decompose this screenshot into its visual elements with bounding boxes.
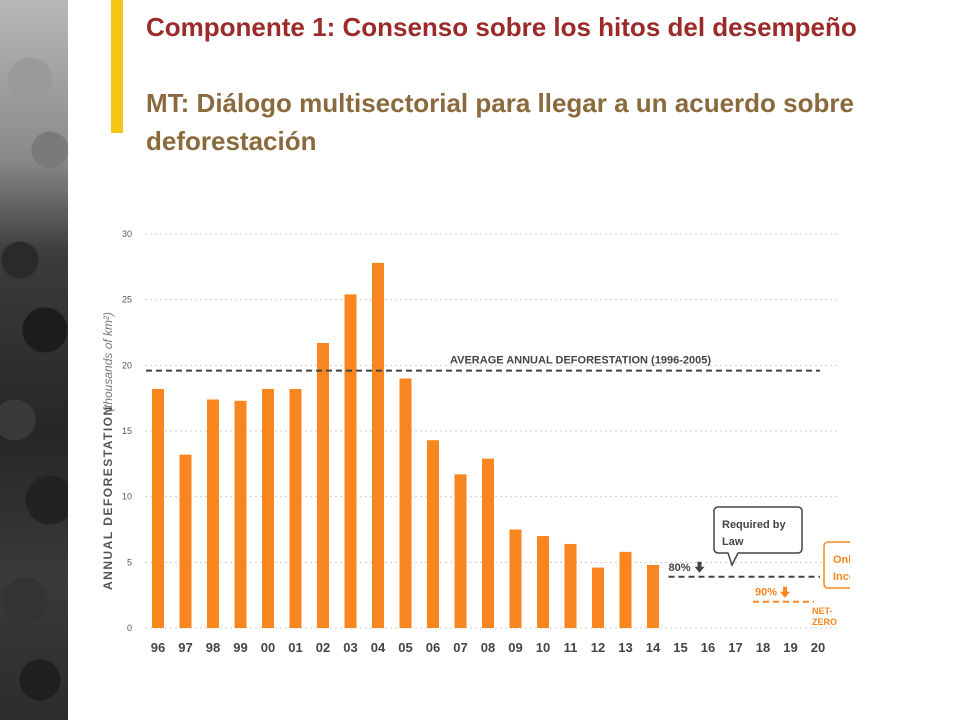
y-tick-label: 0 <box>127 623 132 633</box>
bar-03 <box>344 294 357 628</box>
bar-13 <box>619 551 632 628</box>
y-tick-label: 25 <box>122 295 132 305</box>
x-tick-19: 19 <box>783 640 797 655</box>
bar-02 <box>317 343 329 628</box>
x-tick-96: 96 <box>151 640 165 655</box>
x-tick-17: 17 <box>728 640 742 655</box>
down-arrow-icon <box>780 586 790 598</box>
x-tick-02: 02 <box>316 640 330 655</box>
x-tick-99: 99 <box>233 640 247 655</box>
callout-required-by-law <box>713 506 803 567</box>
x-tick-labels: 96 97 98 99 00 01 02 03 04 05 06 07 08 09 10 11 12 13 14 15… <box>151 640 825 655</box>
x-tick-04: 04 <box>371 640 386 655</box>
net-zero-label: ZERO <box>812 617 837 627</box>
y-axis-unit: (thousands of km²) <box>101 312 115 412</box>
bar-01 <box>289 388 302 628</box>
y-tick-label: 15 <box>122 426 132 436</box>
chart-bars <box>152 262 659 628</box>
x-tick-18: 18 <box>756 640 770 655</box>
bar-98 <box>207 399 219 628</box>
slide-subtitle: MT: Diálogo multisectorial para llegar a… <box>146 88 854 156</box>
bar-00 <box>262 388 274 628</box>
x-tick-98: 98 <box>206 640 220 655</box>
bar-05 <box>399 378 412 628</box>
callout-text: Incentives <box>833 571 850 583</box>
x-tick-15: 15 <box>673 640 687 655</box>
x-tick-01: 01 <box>288 640 302 655</box>
accent-bar <box>111 0 123 133</box>
x-tick-12: 12 <box>591 640 605 655</box>
callout-text: Only with <box>833 554 850 566</box>
slide-title: Componente 1: Consenso sobre los hitos d… <box>146 12 857 42</box>
x-tick-07: 07 <box>453 640 467 655</box>
bar-09 <box>509 529 522 628</box>
y-tick-label: 10 <box>122 492 132 502</box>
y-tick-label: 5 <box>127 557 132 567</box>
reference-line-label: 90% <box>755 587 777 599</box>
x-tick-08: 08 <box>481 640 495 655</box>
x-tick-06: 06 <box>426 640 440 655</box>
reference-lines: AVERAGE ANNUAL DEFORESTATION (1996-2005)… <box>146 355 820 603</box>
x-tick-11: 11 <box>564 640 578 655</box>
x-tick-14: 14 <box>646 640 661 655</box>
x-tick-16: 16 <box>701 640 715 655</box>
y-axis-title: ANNUAL DEFORESTATION <box>101 405 115 590</box>
y-tick-labels: 0 5 10 15 20 25 30 <box>122 229 132 633</box>
y-tick-label: 20 <box>122 360 132 370</box>
x-tick-00: 00 <box>261 640 275 655</box>
x-tick-03: 03 <box>343 640 357 655</box>
x-tick-10: 10 <box>536 640 550 655</box>
x-tick-05: 05 <box>398 640 412 655</box>
bar-07 <box>454 474 467 628</box>
bar-97 <box>179 454 192 628</box>
reference-line-label: AVERAGE ANNUAL DEFORESTATION (1996-2005) <box>450 355 711 367</box>
x-tick-13: 13 <box>618 640 632 655</box>
bar-14 <box>647 564 659 628</box>
bar-06 <box>427 440 439 628</box>
chart-annotations: Required by Law Only with Incentives NET-ZER… <box>713 506 850 627</box>
bar-12 <box>592 567 604 628</box>
net-zero-label: NET- <box>812 606 833 616</box>
forest-photo-strip <box>0 0 68 720</box>
bar-96 <box>152 388 164 628</box>
y-tick-label: 30 <box>122 229 132 239</box>
reference-line-label: 80% <box>669 562 691 574</box>
x-tick-09: 09 <box>508 640 522 655</box>
bar-04 <box>372 262 384 628</box>
down-arrow-icon <box>694 561 705 573</box>
x-tick-20: 20 <box>811 640 825 655</box>
bar-11 <box>564 543 577 628</box>
callout-text: Required by <box>722 519 786 531</box>
bar-08 <box>482 458 494 628</box>
callout-only-with-incentives <box>823 541 850 589</box>
callout-text: Law <box>722 536 744 548</box>
y-axis-label: ANNUAL DEFORESTATION (thousands of km²) <box>101 312 115 590</box>
bar-10 <box>537 536 549 628</box>
bar-99 <box>234 400 247 628</box>
x-tick-97: 97 <box>178 640 192 655</box>
